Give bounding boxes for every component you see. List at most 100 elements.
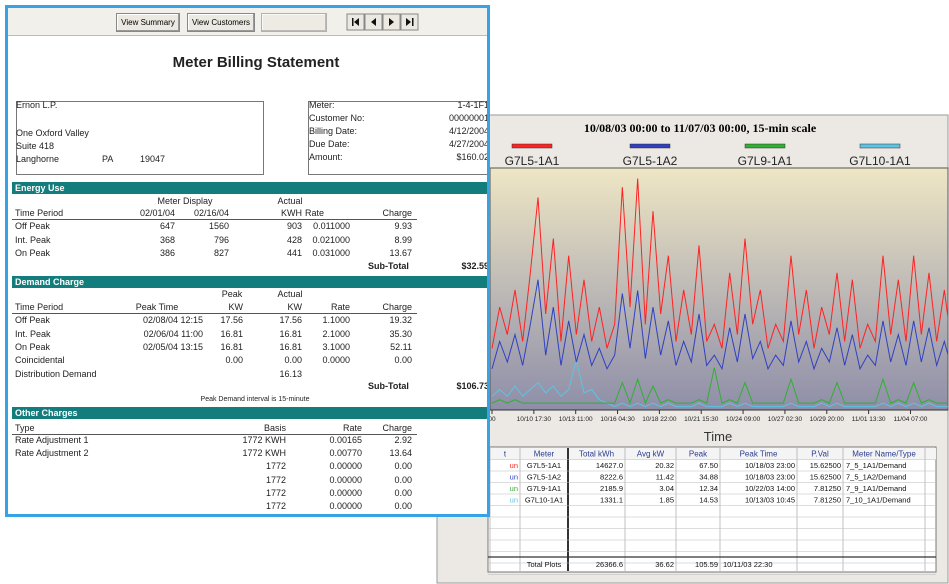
table-cell: un [510,496,518,505]
x-tick-label: 10/18 22:00 [642,416,677,423]
cell: 1772 [265,500,286,511]
cell: 02/05/04 13:15 [142,341,203,352]
table-cell: 12.34 [699,484,718,493]
x-tick-label: 10/16 04:30 [600,416,635,423]
x-tick-label: 11/04 07:00 [894,416,928,423]
cell: 17.56 [279,314,302,325]
table-total: 10/11/03 22:30 [723,560,773,569]
x-tick-label: 10/27 02:30 [768,416,803,423]
table-header: Meter [534,450,555,459]
table-cell: 14627.0 [596,461,623,470]
legend-label: G7L10-1A1 [849,154,911,168]
column-header: Type [15,422,35,433]
table-cell: 11.42 [656,473,674,482]
cell: 428 [286,234,302,245]
cell: 17.56 [220,314,243,325]
view-summary-button[interactable]: View Summary [116,13,180,32]
x-tick-label: 10/10 17:30 [517,416,552,423]
table-cell: 7_10_1A1/Demand [846,496,911,505]
table-cell: 14.53 [699,496,718,505]
cell: On Peak [15,341,51,352]
cell: 0.00000 [329,500,362,511]
cell: 903 [286,220,302,231]
column-header: Charge [382,301,412,312]
account-box [308,101,487,175]
table-cell: G7L10-1A1 [525,496,563,505]
note: Peak Demand interval is 15-minute [200,395,310,403]
cell: Int. Peak [15,234,51,245]
table-total: 26366.6 [596,560,623,569]
subtotal-label: Sub-Total [368,260,409,271]
table-cell: 7_9_1A1/Demand [846,484,906,493]
column-header: KW [287,301,303,312]
account-value: 00000001 [448,112,489,123]
column-header: Time Period [15,207,64,218]
table-header: Peak [689,450,708,459]
cell: 0.00 [394,460,412,471]
cell: 0.00770 [329,447,362,458]
cell: 13.67 [389,247,412,258]
subtotal-value: $32.59 [461,260,489,271]
column-header: 02/01/04 [139,207,175,218]
x-tick-label: 10/29 20:00 [810,416,845,423]
cell: 0.00000 [329,460,362,471]
account-value: 4/12/2004 [448,125,489,136]
column-header: KWH [281,207,302,218]
chart-title: 10/08/03 00:00 to 11/07/03 00:00, 15-min… [584,121,817,135]
account-label: Due Date: [309,138,350,149]
cell: 0.00165 [329,434,362,445]
legend-swatch [859,143,901,149]
cell: 1772 [265,474,286,485]
cell: 0.00 [394,474,412,485]
table-total: Total Plots [527,560,562,569]
table-cell: 1.85 [659,496,674,505]
cell: 2.92 [394,434,412,445]
table-total: 105.59 [695,560,718,569]
column-header: 02/16/04 [193,207,229,218]
table-cell: 7.81250 [814,496,841,505]
cell: 0.00 [394,354,412,365]
cell: 02/08/04 12:15 [142,314,203,325]
series-line [491,367,948,405]
account-value: 1-4-1F1 [457,99,489,110]
header-rule [12,219,417,220]
table-cell: G7L5-1A2 [527,473,561,482]
legend-swatch [511,143,553,149]
cell: 35.30 [389,328,412,339]
cell: 3.1000 [322,341,350,352]
address-line: Langhorne [16,153,60,164]
plot-lines [491,178,948,408]
column-header: Peak Time [135,301,179,312]
x-axis-title: Time [704,429,732,444]
column-header: Rate [330,301,350,312]
section-band [12,276,487,288]
table-header: Peak Time [740,450,778,459]
disabled-button[interactable] [261,13,327,32]
cell: 0.0000 [322,354,350,365]
table-cell: 3.04 [659,484,674,493]
cell: 0.00 [225,354,243,365]
group-label: Actual [277,288,303,299]
cell: 16.81 [220,328,243,339]
cell: Rate Adjustment 1 [15,434,89,445]
cell: 16.81 [220,341,243,352]
cell: 0.00 [284,354,302,365]
section-heading: Other Charges [15,407,78,418]
column-header: Charge [382,207,412,218]
cell: 0.031000 [312,247,350,258]
subtotal-value: $106.73 [456,380,489,391]
address-line: Suite 418 [16,140,55,151]
account-label: Meter: [309,99,335,110]
cell: 0.00 [394,487,412,498]
address-line: 19047 [140,153,166,164]
cell: Off Peak [15,314,50,325]
cell: 02/06/04 11:00 [143,328,203,339]
table-cell: G7L5-1A1 [527,461,561,470]
cell: On Peak [15,247,51,258]
account-label: Billing Date: [309,125,358,136]
view-customers-button[interactable]: View Customers [187,13,255,32]
nav-buttons[interactable] [346,13,422,32]
cell: 1772 KWH [242,434,286,445]
cell: 827 [213,247,229,258]
